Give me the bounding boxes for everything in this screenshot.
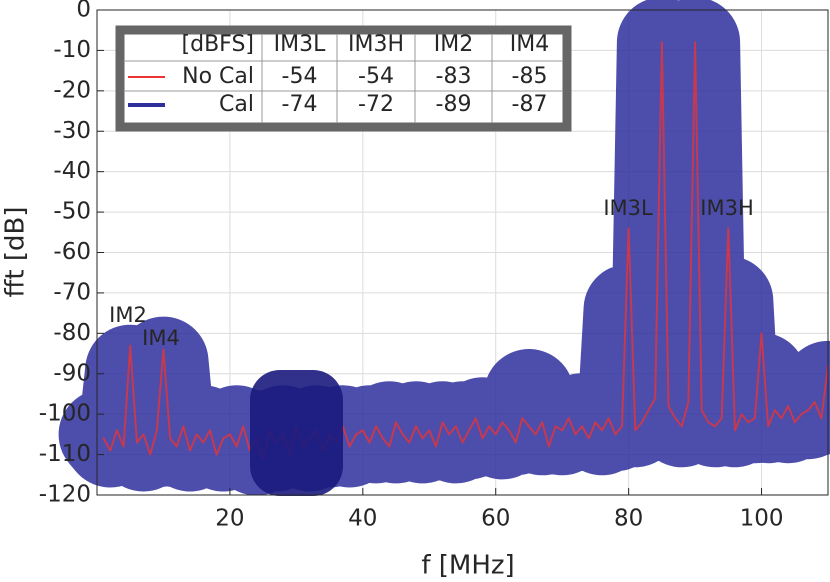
highlight-region [250, 370, 343, 496]
annotation: IM3H [700, 196, 753, 220]
x-tick-label: 80 [614, 506, 643, 532]
table-header: IM3H [348, 32, 404, 57]
y-tick-label: -70 [53, 279, 91, 305]
y-tick-label: -80 [53, 320, 91, 346]
x-tick-label: 40 [348, 506, 377, 532]
y-tick-label: -100 [39, 401, 91, 427]
table-cell: -54 [358, 64, 394, 89]
overlay: 0 -10 -20 -30 -40 -50 -60 -70 -80 -90 -100 -110 -120… [39, 0, 829, 532]
y-tick-label: 0 [76, 0, 91, 23]
y-tick-label: -120 [39, 482, 91, 508]
x-axis-label: f [MHz] [421, 551, 514, 581]
y-tick-label: -30 [53, 118, 91, 144]
legend-label: No Cal [182, 64, 254, 89]
annotation: IM2 [109, 303, 147, 327]
x-tick-label: 20 [215, 506, 244, 532]
table-header: IM4 [510, 32, 549, 57]
annotation: IM3L [603, 196, 653, 220]
y-tick-label: -40 [53, 158, 91, 184]
axes-box [96, 9, 829, 496]
series-line [58, 0, 830, 496]
series-line [102, 41, 829, 460]
table-header: [dBFS] [182, 32, 254, 57]
y-axis-label: fft [dB] [1, 207, 31, 298]
table-header: IM2 [434, 32, 473, 57]
x-tick-label: 100 [740, 506, 784, 532]
y-tick-label: -20 [53, 77, 91, 103]
table-cell: -85 [512, 64, 548, 89]
y-tick-label: -60 [53, 239, 91, 265]
x-tick-label: 60 [481, 506, 510, 532]
y-tick-label: -90 [53, 360, 91, 386]
table-cell: -87 [512, 92, 548, 117]
table-cell: -74 [282, 92, 318, 117]
y-tick-label: -110 [39, 441, 91, 467]
annotation: IM4 [142, 326, 180, 350]
table-cell: -83 [436, 64, 472, 89]
plot-lines [58, 0, 830, 496]
table-cell: -54 [282, 64, 318, 89]
y-tick-label: -50 [53, 199, 91, 225]
table-cell: -72 [358, 92, 394, 117]
y-tick-label: -10 [53, 37, 91, 63]
table-cell: -89 [436, 92, 472, 117]
table-header: IM3L [274, 32, 326, 57]
legend-label: Cal [219, 92, 254, 117]
